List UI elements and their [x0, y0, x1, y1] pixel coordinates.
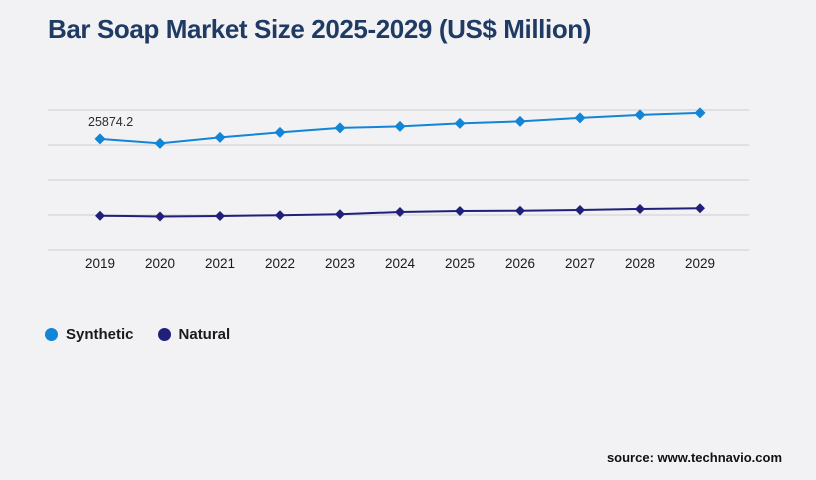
chart-plot-area: 2019 2020 2021 2022 2023 2024 2025 2026 2027 2028…: [40, 95, 780, 285]
marker-natural: [95, 210, 105, 221]
marker-natural: [335, 209, 345, 220]
x-axis-label: 2021: [205, 256, 235, 271]
marker-synthetic: [214, 131, 226, 143]
data-label: 25874.2: [88, 115, 133, 129]
marker-synthetic: [154, 137, 166, 149]
x-axis-label: 2020: [145, 256, 175, 271]
x-axis-label: 2024: [385, 256, 416, 271]
marker-synthetic: [394, 120, 406, 132]
legend-label-natural: Natural: [178, 326, 231, 343]
legend-item-natural: Natural: [157, 326, 231, 343]
marker-natural: [155, 211, 165, 222]
chart-legend: Synthetic Natural: [45, 326, 230, 343]
x-axis-label: 2027: [565, 256, 595, 271]
marker-natural: [215, 210, 225, 221]
x-axis-label: 2026: [505, 256, 535, 271]
marker-natural: [515, 205, 525, 216]
legend-item-synthetic: Synthetic: [45, 326, 134, 343]
natural-series-dot-icon: [157, 328, 171, 341]
marker-synthetic: [694, 107, 706, 119]
marker-natural: [455, 206, 465, 217]
marker-natural: [275, 210, 285, 221]
source-credit: source: www.technavio.com: [606, 450, 782, 465]
legend-label-synthetic: Synthetic: [66, 326, 134, 343]
x-axis-label: 2023: [325, 256, 355, 271]
x-axis-label: 2022: [265, 256, 295, 271]
synthetic-series-dot-icon: [45, 328, 58, 341]
x-axis-label: 2019: [85, 256, 115, 271]
x-axis-label: 2028: [625, 256, 655, 271]
marker-synthetic: [94, 133, 106, 145]
marker-natural: [635, 203, 645, 214]
marker-synthetic: [574, 112, 586, 124]
x-axis-label: 2029: [685, 256, 715, 271]
marker-synthetic: [274, 126, 286, 138]
marker-synthetic: [634, 109, 646, 121]
marker-synthetic: [454, 117, 466, 129]
marker-synthetic: [334, 122, 346, 134]
chart-title: Bar Soap Market Size 2025-2029 (US$ Mill…: [48, 14, 592, 44]
marker-natural: [575, 205, 585, 216]
marker-synthetic: [514, 115, 526, 127]
marker-natural: [695, 203, 705, 214]
marker-natural: [395, 206, 405, 217]
x-axis-label: 2025: [445, 256, 475, 271]
chart-canvas: 2019 2020 2021 2022 2023 2024 2025 2026 2027 2028…: [48, 107, 749, 271]
